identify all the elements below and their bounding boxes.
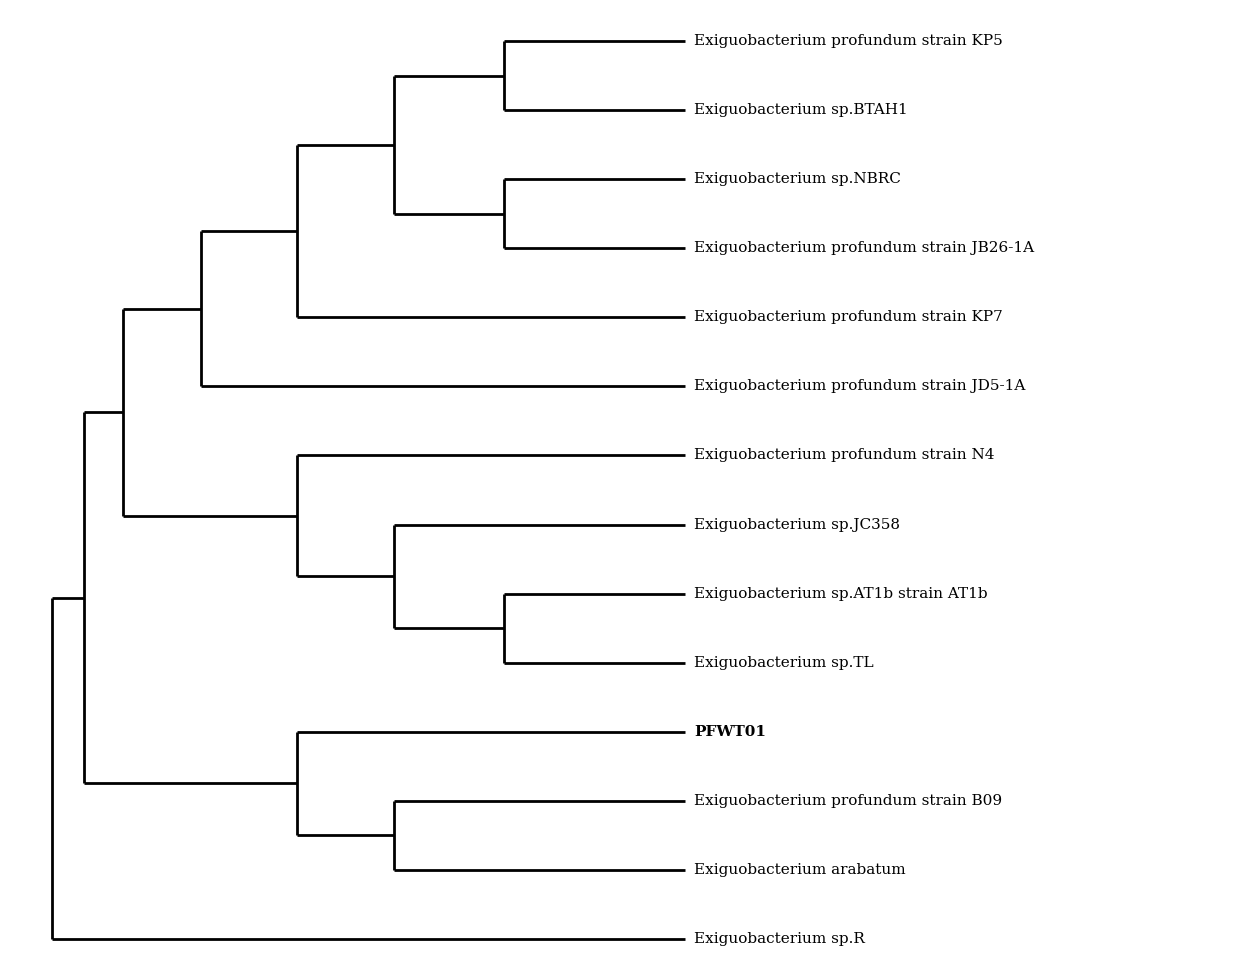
Text: Exiguobacterium sp.R: Exiguobacterium sp.R xyxy=(694,932,866,946)
Text: Exiguobacterium arabatum: Exiguobacterium arabatum xyxy=(694,862,906,876)
Text: Exiguobacterium profundum strain N4: Exiguobacterium profundum strain N4 xyxy=(694,449,994,463)
Text: Exiguobacterium sp.BTAH1: Exiguobacterium sp.BTAH1 xyxy=(694,104,908,118)
Text: Exiguobacterium profundum strain B09: Exiguobacterium profundum strain B09 xyxy=(694,794,1002,808)
Text: Exiguobacterium profundum strain KP7: Exiguobacterium profundum strain KP7 xyxy=(694,311,1003,324)
Text: Exiguobacterium sp.TL: Exiguobacterium sp.TL xyxy=(694,656,874,669)
Text: Exiguobacterium profundum strain KP5: Exiguobacterium profundum strain KP5 xyxy=(694,34,1003,48)
Text: Exiguobacterium sp.JC358: Exiguobacterium sp.JC358 xyxy=(694,517,900,531)
Text: Exiguobacterium sp.NBRC: Exiguobacterium sp.NBRC xyxy=(694,172,901,186)
Text: PFWT01: PFWT01 xyxy=(694,724,766,739)
Text: Exiguobacterium profundum strain JD5-1A: Exiguobacterium profundum strain JD5-1A xyxy=(694,379,1025,394)
Text: Exiguobacterium profundum strain JB26-1A: Exiguobacterium profundum strain JB26-1A xyxy=(694,241,1034,256)
Text: Exiguobacterium sp.AT1b strain AT1b: Exiguobacterium sp.AT1b strain AT1b xyxy=(694,586,988,601)
